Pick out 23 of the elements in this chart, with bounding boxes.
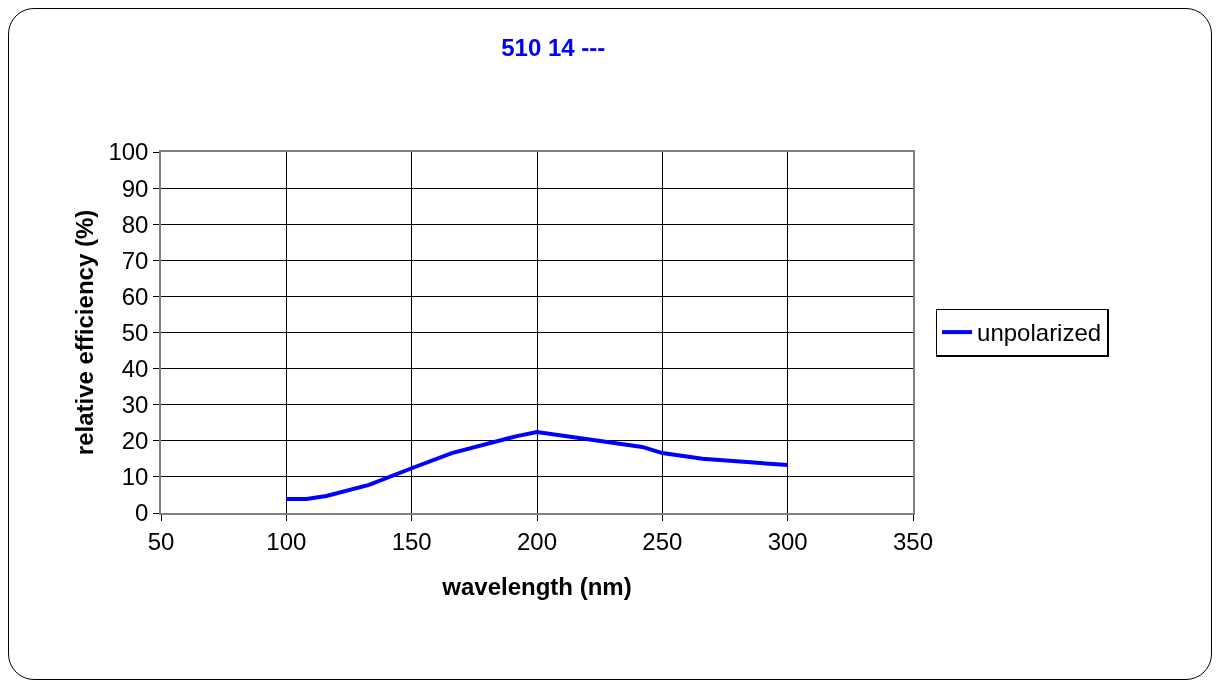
legend-label: unpolarized [977, 319, 1102, 347]
x-tick-label: 200 [516, 527, 558, 555]
x-axis-title: wavelength (nm) [441, 573, 632, 601]
y-tick-label: 90 [121, 174, 149, 202]
y-tick-label: 20 [121, 427, 149, 455]
x-tick-label: 250 [642, 527, 683, 555]
y-tick-label: 30 [121, 391, 149, 419]
x-tick-label: 150 [391, 527, 432, 555]
y-tick-label: 80 [121, 210, 149, 238]
y-tick-label: 100 [108, 138, 149, 166]
x-tick-label: 100 [266, 527, 307, 555]
y-tick-label: 60 [121, 282, 149, 310]
y-tick-label: 0 [135, 499, 149, 527]
x-tick-label: 300 [767, 527, 808, 555]
chart-title: 510 14 --- [501, 34, 606, 62]
y-axis-title: relative efficiency (%) [71, 209, 98, 456]
y-tick-label: 40 [121, 355, 149, 382]
x-tick-label: 350 [892, 527, 934, 555]
y-tick-label: 50 [121, 318, 149, 346]
y-tick-label: 10 [121, 463, 149, 491]
line-series [284, 430, 790, 501]
x-tick-label: 50 [147, 527, 175, 555]
y-tick-label: 70 [121, 246, 149, 274]
